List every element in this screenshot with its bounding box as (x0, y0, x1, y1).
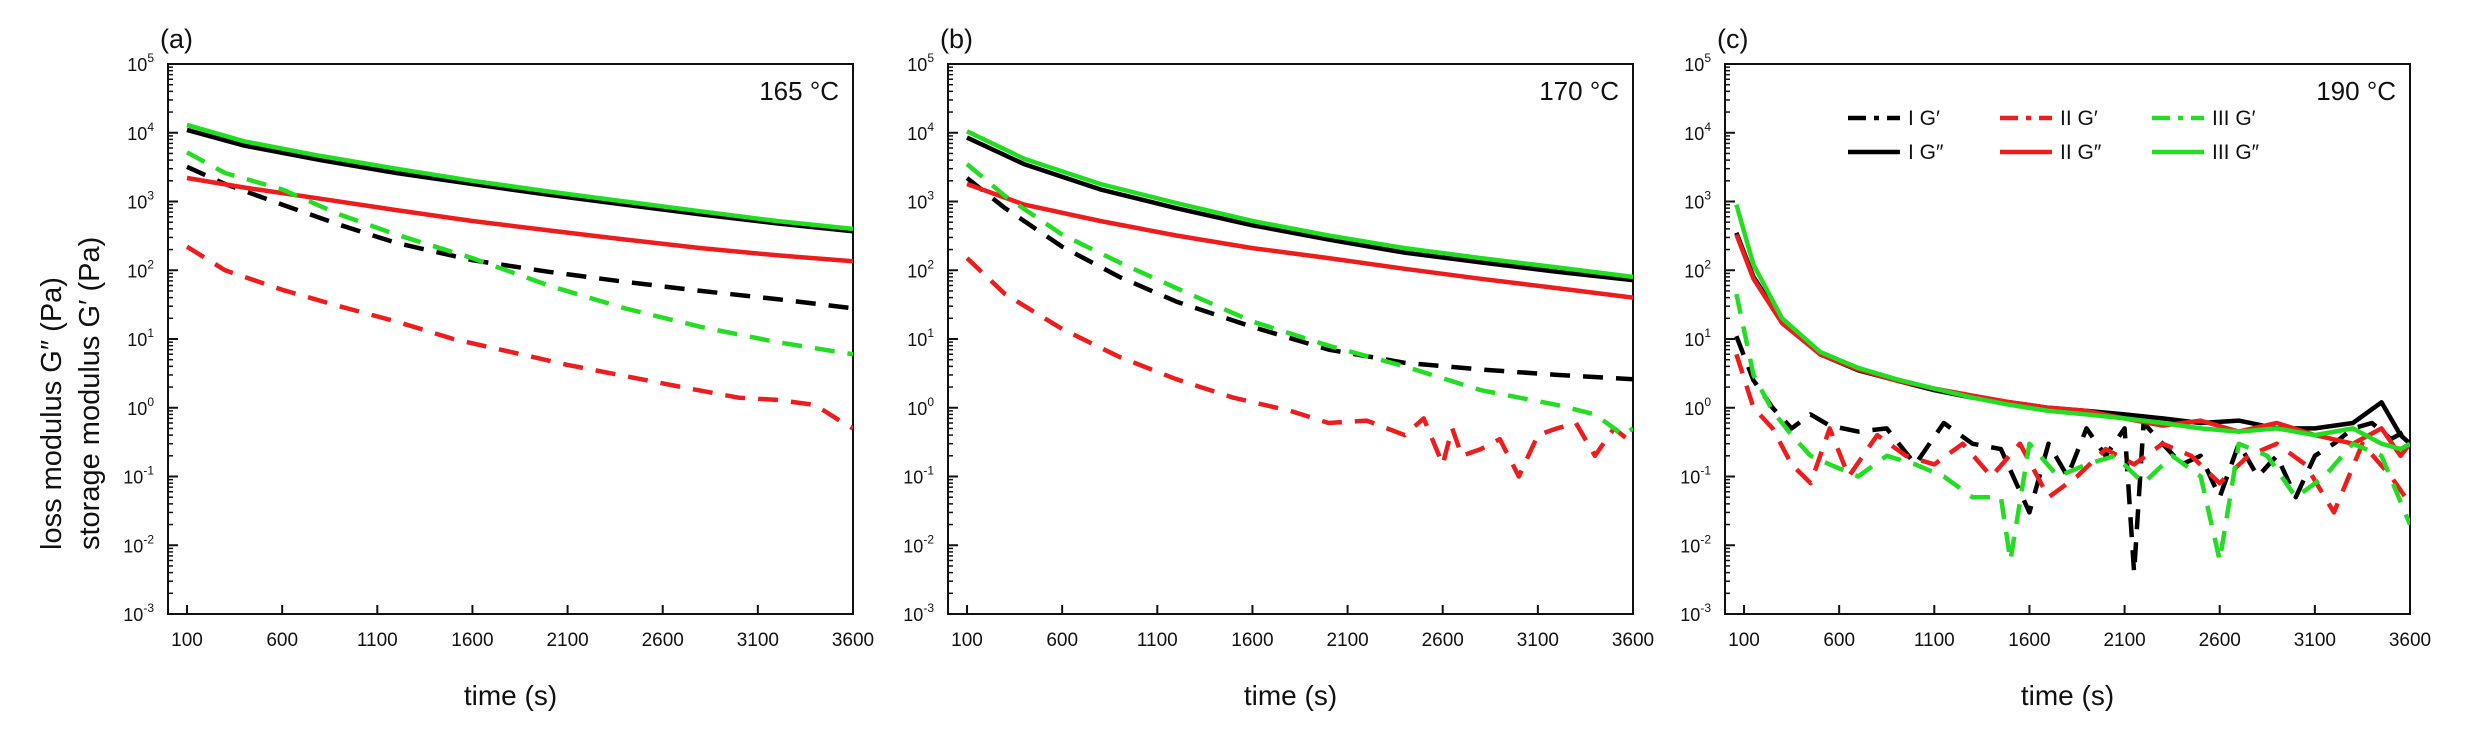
x-tick-label: 3600 (2389, 630, 2431, 651)
x-tick-label: 1600 (2008, 630, 2050, 651)
y-tick-label: 104 (127, 120, 154, 144)
legend-label: I G′ (1908, 107, 1940, 130)
x-tick-label: 2100 (2103, 630, 2145, 651)
legend: I G′ II G′ III G′ I G″ II G″ III G″ (1848, 107, 2260, 164)
y-tick-label: 102 (127, 257, 154, 281)
series-II-loss-modulus-line (966, 181, 1633, 300)
x-tick-label: 2600 (2199, 630, 2241, 651)
y-tick-label: 101 (907, 326, 934, 350)
series-III-loss-modulus-line (186, 122, 853, 232)
x-tick-label: 1600 (451, 630, 493, 651)
temperature-label: 190 °C (2316, 76, 2396, 106)
y-tick-label: 105 (1684, 51, 1711, 75)
x-tick-label: 1100 (357, 630, 398, 651)
legend-label: III G″ (2212, 141, 2260, 164)
x-tick-label: 3600 (1612, 630, 1654, 651)
x-tick-label: 600 (266, 630, 298, 651)
x-tick-label: 3100 (2294, 630, 2336, 651)
series-group (185, 122, 853, 431)
legend-label: III G′ (2212, 107, 2256, 130)
x-axis-title: time (s) (2021, 680, 2114, 711)
x-tick-label: 2100 (1326, 630, 1368, 651)
y-tick-label: 102 (1684, 257, 1711, 281)
temperature-label: 165 °C (759, 76, 839, 106)
x-tick-label: 100 (951, 630, 983, 651)
y-tick-label: 10-3 (903, 601, 934, 625)
x-tick-label: 3100 (1517, 630, 1559, 651)
x-tick-label: 600 (1823, 630, 1855, 651)
x-tick-label: 1100 (1914, 630, 1955, 651)
x-tick-label: 2600 (642, 630, 684, 651)
series-I-loss-modulus-line (966, 135, 1633, 283)
series-III-loss-modulus-line (1734, 203, 2410, 452)
y-tick-label: 10-2 (903, 532, 934, 556)
y-tick-label: 10-1 (1680, 464, 1711, 488)
y-tick-label: 103 (1684, 189, 1711, 213)
legend-label: II G″ (2060, 141, 2102, 164)
y-tick-label: 100 (127, 395, 154, 419)
series-group (1734, 203, 2410, 575)
panel-1: 100 600 1100 1600 2100 2600 3100 3600 10-3 10-2 10… (123, 24, 874, 711)
y-tick-label: 10-1 (903, 464, 934, 488)
series-III-storage-modulus-line (185, 150, 853, 357)
y-tick-label: 10-3 (123, 601, 154, 625)
panel-label: (c) (1717, 24, 1748, 54)
y-tick-label: 102 (907, 257, 934, 281)
series-II-storage-modulus-line (185, 244, 853, 431)
legend-label: I G″ (1908, 141, 1944, 164)
series-I-loss-modulus-line (186, 127, 853, 234)
series-III-loss-modulus-line (966, 129, 1633, 280)
y-tick-label: 10-2 (123, 532, 154, 556)
x-tick-label: 3600 (832, 630, 874, 651)
x-tick-label: 1100 (1137, 630, 1178, 651)
y-tick-label: 105 (127, 51, 154, 75)
y-tick-label: 101 (1684, 326, 1711, 350)
series-II-storage-modulus-line (1734, 353, 2410, 515)
y-tick-label: 104 (907, 120, 934, 144)
panel-3: 100 600 1100 1600 2100 2600 3100 3600 10-3 10-2 10… (1680, 24, 2431, 711)
x-tick-label: 1600 (1231, 630, 1273, 651)
panel-2: 100 600 1100 1600 2100 2600 3100 3600 10-3 10-2 10… (903, 24, 1654, 711)
temperature-label: 170 °C (1539, 76, 1619, 106)
x-axis-title: time (s) (464, 680, 557, 711)
x-tick-label: 100 (171, 630, 203, 651)
y-tick-label: 10-3 (1680, 601, 1711, 625)
series-III-storage-modulus-line (1734, 293, 2410, 563)
series-I-storage-modulus-line (965, 176, 1633, 382)
x-tick-label: 100 (1728, 630, 1760, 651)
legend-label: II G′ (2060, 107, 2098, 130)
series-I-storage-modulus-line (1734, 335, 2410, 575)
y-tick-label: 105 (907, 51, 934, 75)
panel-label: (b) (940, 24, 973, 54)
y-tick-label: 10-1 (123, 464, 154, 488)
x-tick-label: 2600 (1422, 630, 1464, 651)
series-II-storage-modulus-line (965, 256, 1633, 479)
x-axis-title: time (s) (1244, 680, 1337, 711)
y-tick-label: 100 (907, 395, 934, 419)
y-tick-label: 103 (127, 189, 154, 213)
x-tick-label: 2100 (546, 630, 588, 651)
y-tick-label: 10-2 (1680, 532, 1711, 556)
y-tick-label: 101 (127, 326, 154, 350)
series-group (965, 129, 1633, 479)
panel-label: (a) (160, 24, 193, 54)
y-tick-label: 103 (907, 189, 934, 213)
series-III-storage-modulus-line (965, 162, 1633, 438)
series-II-loss-modulus-line (186, 175, 853, 264)
series-II-loss-modulus-line (1734, 233, 2410, 459)
x-tick-label: 3100 (737, 630, 779, 651)
y-tick-label: 100 (1684, 395, 1711, 419)
x-tick-label: 600 (1046, 630, 1078, 651)
y-tick-label: 104 (1684, 120, 1711, 144)
